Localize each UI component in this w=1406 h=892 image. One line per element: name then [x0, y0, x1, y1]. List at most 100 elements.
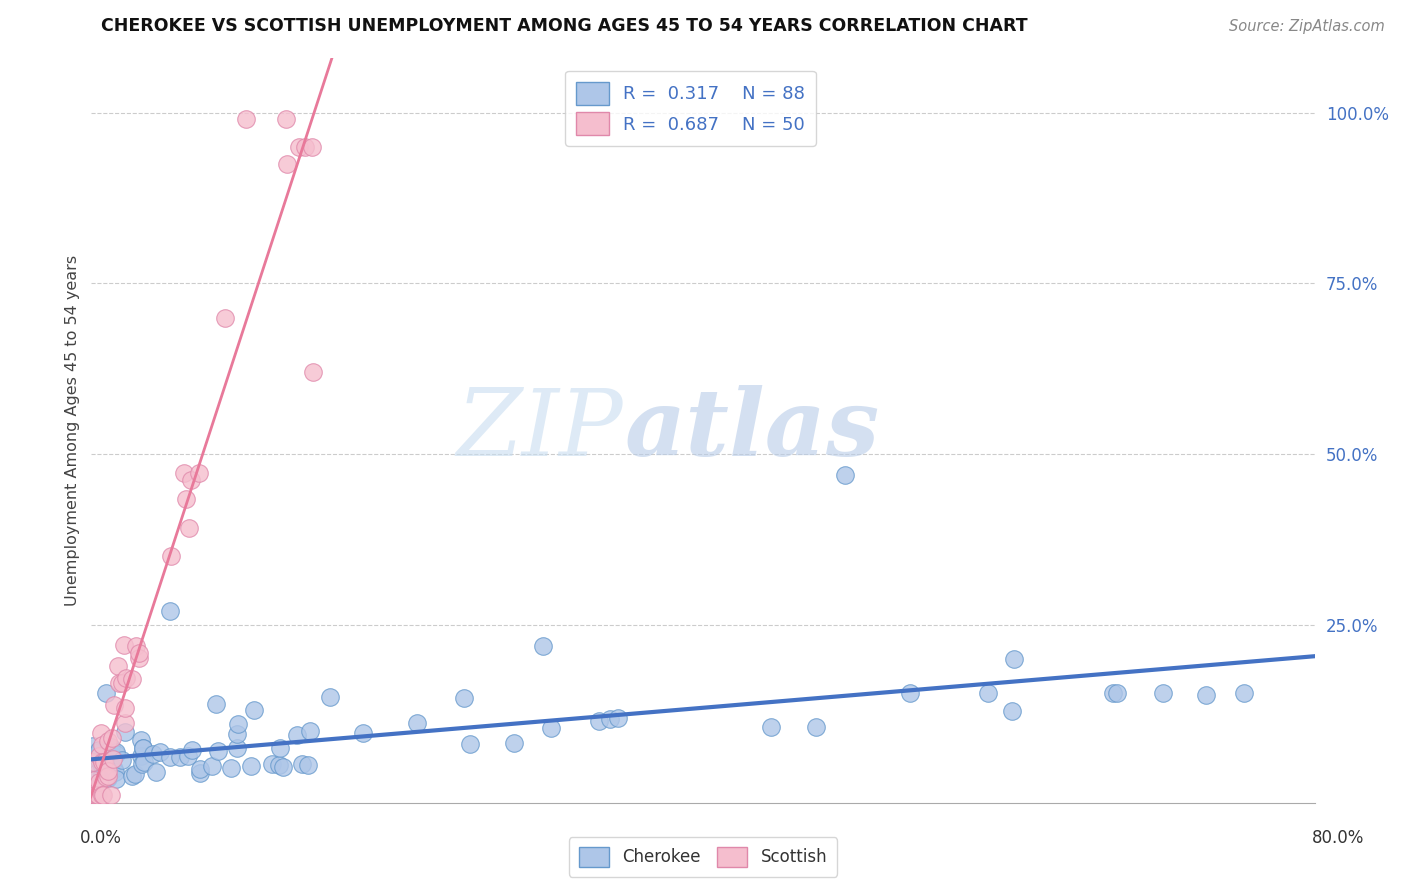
- Point: [240, 759, 263, 773]
- Point: [599, 712, 621, 726]
- Point: [115, 671, 138, 685]
- Point: [104, 765, 127, 780]
- Point: [105, 745, 128, 759]
- Point: [89, 726, 111, 740]
- Point: [128, 647, 150, 661]
- Text: 0.0%: 0.0%: [80, 829, 122, 847]
- Point: [87, 745, 110, 759]
- Point: [129, 733, 152, 747]
- Point: [97, 764, 120, 779]
- Point: [132, 741, 155, 756]
- Point: [503, 736, 526, 750]
- Point: [276, 157, 298, 171]
- Legend: Cherokee, Scottish: Cherokee, Scottish: [569, 838, 837, 877]
- Point: [82, 762, 104, 776]
- Point: [96, 763, 118, 777]
- Point: [121, 672, 143, 686]
- Point: [294, 140, 316, 154]
- Point: [1001, 704, 1024, 718]
- Point: [225, 741, 247, 756]
- Point: [87, 775, 110, 789]
- Point: [201, 759, 224, 773]
- Point: [100, 740, 122, 755]
- Point: [90, 738, 112, 752]
- Point: [111, 676, 134, 690]
- Point: [588, 714, 610, 729]
- Point: [114, 701, 136, 715]
- Point: [187, 466, 209, 480]
- Point: [276, 112, 298, 127]
- Point: [90, 768, 112, 782]
- Point: [93, 756, 115, 770]
- Point: [83, 768, 105, 782]
- Point: [180, 473, 202, 487]
- Legend: R =  0.317    N = 88, R =  0.687    N = 50: R = 0.317 N = 88, R = 0.687 N = 50: [565, 70, 815, 146]
- Point: [207, 744, 229, 758]
- Point: [103, 762, 125, 776]
- Point: [82, 789, 104, 803]
- Point: [319, 690, 342, 704]
- Point: [101, 752, 124, 766]
- Point: [188, 765, 211, 780]
- Point: [97, 734, 120, 748]
- Point: [226, 717, 249, 731]
- Point: [1101, 686, 1123, 700]
- Point: [406, 716, 429, 731]
- Point: [84, 789, 107, 803]
- Point: [176, 748, 198, 763]
- Point: [297, 757, 319, 772]
- Point: [834, 467, 856, 482]
- Point: [132, 755, 155, 769]
- Point: [82, 739, 104, 754]
- Text: 80.0%: 80.0%: [1312, 829, 1365, 847]
- Point: [83, 772, 105, 786]
- Point: [96, 772, 118, 786]
- Point: [302, 365, 325, 379]
- Point: [759, 720, 782, 734]
- Point: [86, 789, 108, 803]
- Point: [107, 675, 129, 690]
- Point: [131, 756, 153, 771]
- Point: [540, 722, 562, 736]
- Point: [111, 754, 134, 768]
- Point: [260, 756, 283, 771]
- Point: [91, 789, 114, 803]
- Point: [1002, 652, 1025, 666]
- Point: [100, 731, 122, 746]
- Point: [1105, 686, 1128, 700]
- Point: [125, 640, 148, 654]
- Point: [301, 140, 323, 154]
- Point: [458, 737, 481, 751]
- Point: [177, 520, 200, 534]
- Y-axis label: Unemployment Among Ages 45 to 54 years: Unemployment Among Ages 45 to 54 years: [65, 255, 80, 606]
- Point: [160, 549, 183, 563]
- Point: [83, 784, 105, 798]
- Point: [169, 750, 191, 764]
- Point: [214, 311, 236, 326]
- Point: [285, 728, 308, 742]
- Point: [103, 698, 125, 712]
- Point: [1233, 686, 1256, 700]
- Text: CHEROKEE VS SCOTTISH UNEMPLOYMENT AMONG AGES 45 TO 54 YEARS CORRELATION CHART: CHEROKEE VS SCOTTISH UNEMPLOYMENT AMONG …: [101, 17, 1028, 35]
- Point: [104, 747, 127, 761]
- Text: atlas: atlas: [624, 385, 880, 475]
- Point: [87, 747, 110, 761]
- Point: [87, 753, 110, 767]
- Point: [84, 759, 107, 773]
- Point: [131, 749, 153, 764]
- Point: [1194, 688, 1216, 702]
- Point: [89, 742, 111, 756]
- Point: [128, 650, 150, 665]
- Point: [94, 686, 117, 700]
- Point: [114, 725, 136, 739]
- Point: [235, 112, 257, 127]
- Point: [86, 765, 108, 780]
- Point: [804, 721, 827, 735]
- Point: [226, 727, 249, 741]
- Point: [299, 724, 322, 739]
- Text: ZIP: ZIP: [457, 385, 623, 475]
- Point: [100, 759, 122, 773]
- Point: [89, 749, 111, 764]
- Point: [242, 703, 264, 717]
- Point: [173, 467, 195, 481]
